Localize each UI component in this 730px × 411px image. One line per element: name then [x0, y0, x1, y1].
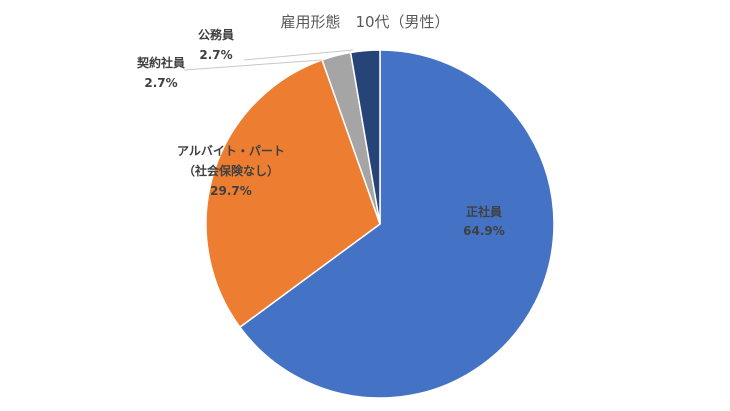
slice-label-contract: 契約社員	[136, 55, 185, 70]
pie-slices	[205, 49, 555, 399]
leader-line-civil-servant	[243, 49, 354, 61]
slice-seishain	[238, 49, 555, 399]
slice-civil-servant	[349, 49, 381, 225]
slice-value-part-time: 29.7%	[210, 184, 252, 198]
leader-lines	[183, 49, 354, 71]
slice-value-seishain: 64.9%	[463, 224, 505, 238]
slice-value-civil-servant: 2.7%	[199, 48, 232, 62]
slice-label-civil-servant: 公務員	[198, 27, 234, 42]
chart-title: 雇用形態 10代（男性）	[280, 13, 449, 31]
leader-line-contract	[183, 59, 323, 71]
slice-label-part-time-line1: アルバイト・パート	[177, 144, 285, 158]
slice-label-part-time-line2: （社会保険なし）	[183, 163, 279, 178]
slice-part-time	[205, 58, 381, 329]
slice-label-seishain: 正社員	[466, 204, 502, 219]
slice-labels: 正社員 64.9% アルバイト・パート （社会保険なし） 29.7% 契約社員 …	[136, 27, 505, 238]
slice-value-contract: 2.7%	[144, 76, 177, 90]
